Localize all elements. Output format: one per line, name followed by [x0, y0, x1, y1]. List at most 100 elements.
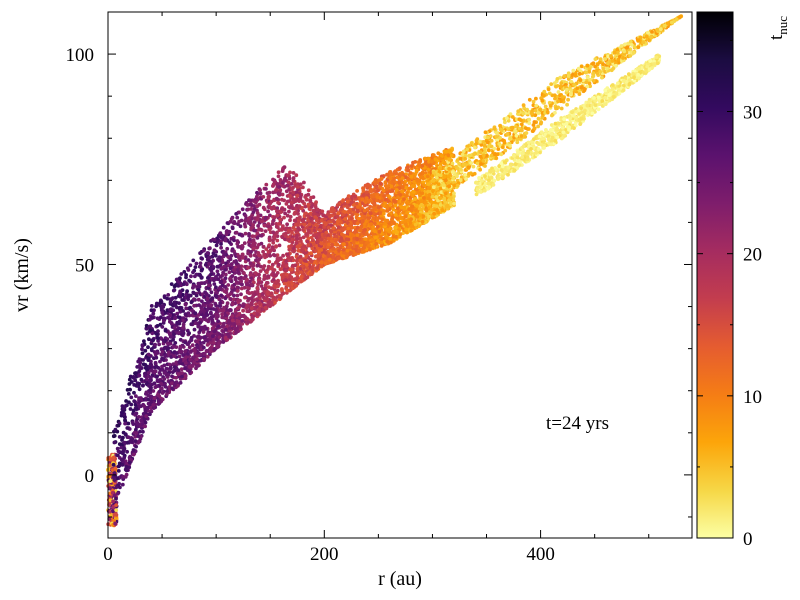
data-point [196, 313, 201, 317]
data-point [309, 195, 313, 200]
data-point [112, 471, 117, 475]
data-point [355, 221, 360, 225]
data-point [196, 364, 200, 368]
data-point [272, 236, 277, 241]
data-point [256, 214, 260, 219]
data-point [275, 288, 280, 293]
data-point [250, 216, 254, 221]
data-point [154, 355, 159, 360]
data-point [151, 389, 156, 393]
data-point [121, 435, 125, 440]
data-point [149, 348, 154, 353]
data-point [128, 374, 133, 379]
data-point [255, 217, 260, 222]
data-point [162, 377, 167, 381]
data-point [407, 180, 412, 185]
data-point [282, 281, 287, 286]
data-point [112, 477, 117, 481]
data-point [126, 435, 131, 440]
data-point [108, 486, 112, 490]
data-point [278, 178, 283, 182]
data-point [272, 283, 277, 288]
data-point [249, 319, 254, 323]
data-point [308, 199, 313, 204]
data-point [261, 205, 266, 210]
data-point [144, 414, 149, 418]
data-point [235, 242, 240, 246]
data-point [293, 263, 298, 268]
data-point [359, 240, 364, 245]
data-point [430, 200, 434, 205]
data-point [262, 253, 266, 257]
data-point [166, 293, 171, 297]
data-point [204, 292, 209, 296]
data-point [265, 281, 270, 285]
data-point [154, 364, 158, 369]
data-point [257, 280, 261, 285]
data-point [309, 259, 314, 264]
data-point [156, 329, 160, 333]
data-point [148, 395, 153, 399]
data-point [178, 380, 183, 385]
data-point [272, 268, 277, 272]
data-point [205, 307, 210, 311]
data-point [114, 496, 118, 501]
data-point [181, 282, 186, 287]
data-point [255, 245, 260, 250]
data-point [391, 234, 396, 239]
data-point [147, 317, 152, 322]
data-point [433, 157, 438, 162]
data-point [261, 195, 266, 199]
data-point [162, 363, 167, 368]
data-point [202, 352, 207, 356]
data-point [168, 319, 172, 324]
data-point [125, 449, 129, 454]
data-point [148, 328, 153, 333]
data-point [138, 404, 143, 409]
data-point [291, 225, 296, 230]
data-point [345, 205, 350, 210]
data-point [234, 230, 239, 235]
data-point [413, 197, 417, 201]
data-point [264, 296, 268, 301]
data-point [116, 464, 121, 469]
data-point [284, 202, 289, 206]
data-point [416, 163, 421, 168]
data-point [146, 345, 150, 350]
data-point [124, 399, 128, 403]
data-point [133, 439, 138, 443]
data-point [211, 278, 216, 282]
data-point [258, 191, 263, 196]
data-point [137, 387, 142, 392]
data-point [239, 286, 244, 291]
data-point [252, 311, 257, 316]
data-point [397, 180, 402, 185]
data-point [211, 265, 216, 269]
data-point [388, 170, 393, 174]
data-point [239, 264, 244, 269]
data-point [385, 184, 390, 189]
data-point [155, 378, 160, 383]
data-point [177, 354, 182, 359]
data-point [148, 390, 153, 395]
data-point [268, 253, 273, 258]
data-point [377, 229, 382, 234]
data-point [193, 311, 198, 316]
data-point [388, 202, 393, 207]
data-point [295, 244, 300, 249]
data-point [285, 222, 289, 227]
data-point [275, 284, 280, 289]
data-point [233, 277, 238, 282]
data-point [246, 216, 251, 221]
data-point [179, 367, 184, 372]
data-point [158, 300, 163, 305]
data-point [303, 258, 307, 263]
data-point [294, 271, 299, 275]
data-point [232, 293, 236, 298]
data-point [373, 229, 377, 234]
data-point [163, 328, 168, 333]
data-point [342, 242, 346, 247]
data-point [191, 270, 195, 275]
data-point [240, 282, 244, 287]
data-point [350, 213, 355, 217]
